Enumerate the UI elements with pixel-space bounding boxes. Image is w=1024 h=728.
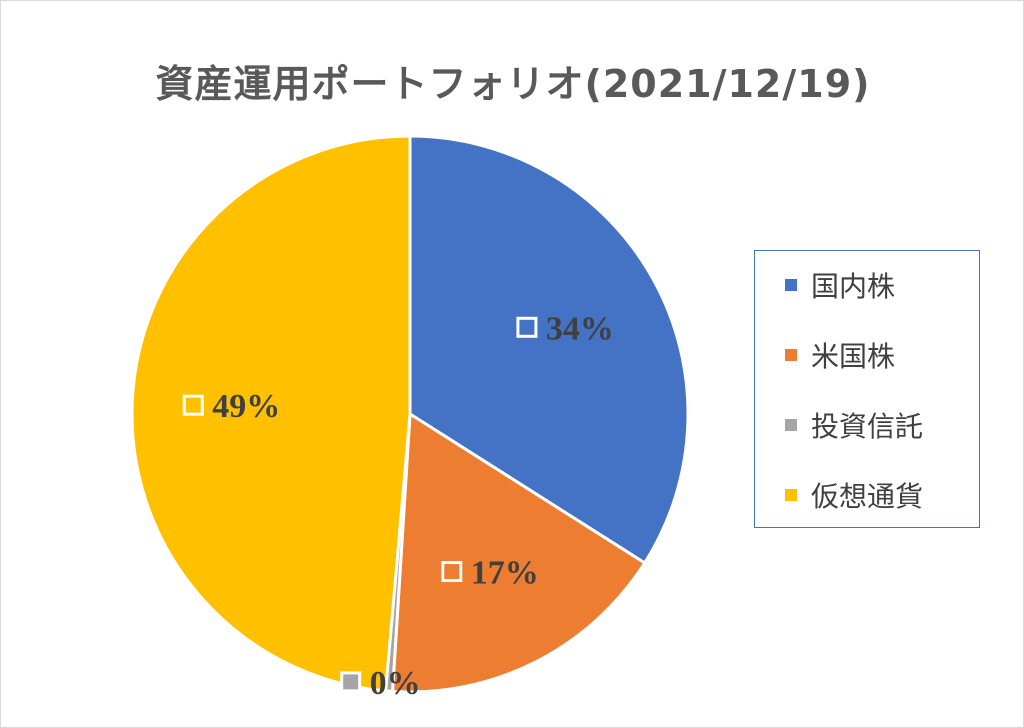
data-label-marker bbox=[516, 316, 538, 338]
legend-label: 国内株 bbox=[811, 270, 896, 303]
legend-label: 投資信託 bbox=[811, 410, 924, 443]
data-label-text: 49% bbox=[212, 388, 280, 425]
data-label-marker bbox=[441, 561, 463, 583]
pie-slice-crypto bbox=[130, 134, 412, 693]
pie-slice-domestic-stocks bbox=[408, 134, 690, 566]
legend-item-domestic-stocks: 国内株 bbox=[785, 265, 895, 305]
legend-swatch-us-stocks bbox=[785, 349, 797, 361]
pie-slice-us-stocks bbox=[390, 411, 647, 694]
legend-swatch-crypto bbox=[785, 489, 797, 501]
legend-item-crypto: 仮想通貨 bbox=[785, 475, 923, 515]
legend-label: 米国株 bbox=[811, 340, 896, 373]
chart-legend: 国内株 米国株 投資信託 仮想通貨 bbox=[754, 250, 980, 528]
data-label-marker bbox=[182, 394, 204, 416]
data-label-us-stocks: 17% bbox=[441, 555, 539, 592]
legend-item-us-stocks: 米国株 bbox=[785, 335, 895, 375]
legend-item-investment-trusts: 投資信託 bbox=[785, 405, 923, 445]
legend-swatch-investment-trusts bbox=[785, 419, 797, 431]
data-label-text: 17% bbox=[471, 555, 539, 592]
data-label-domestic-stocks: 34% bbox=[516, 310, 614, 347]
data-label-text: 34% bbox=[546, 310, 614, 347]
data-label-marker bbox=[340, 671, 362, 693]
legend-swatch-domestic-stocks bbox=[785, 279, 797, 291]
legend-label: 仮想通貨 bbox=[811, 480, 924, 513]
data-label-investment-trusts: 0% bbox=[340, 665, 421, 702]
data-label-crypto: 49% bbox=[182, 388, 280, 425]
data-label-text: 0% bbox=[370, 665, 421, 702]
chart-title: 資産運用ポートフォリオ(2021/12/19) bbox=[155, 62, 871, 106]
